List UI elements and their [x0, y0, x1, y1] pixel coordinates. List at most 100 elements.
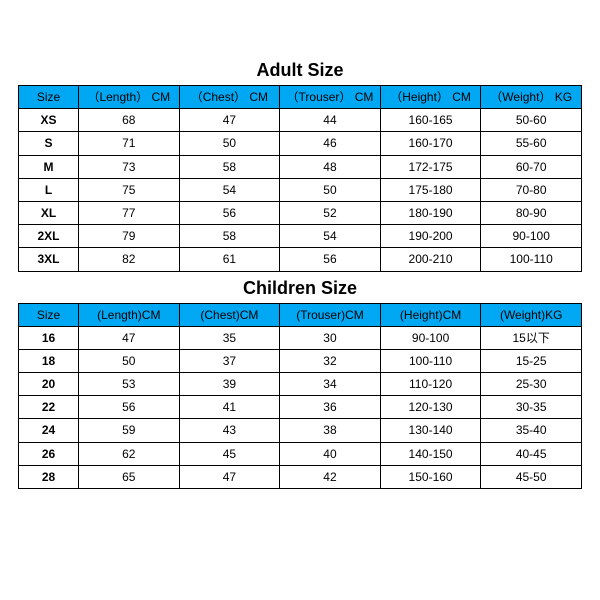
table-cell: 40-45: [481, 442, 582, 465]
table-row: 3XL826156200-210100-110: [19, 248, 582, 271]
col-height: (Height)CM: [380, 303, 481, 326]
table-cell: 65: [79, 465, 180, 488]
children-header-row: Size (Length)CM (Chest)CM (Trouser)CM (H…: [19, 303, 582, 326]
table-cell: 41: [179, 396, 280, 419]
table-cell: 52: [280, 201, 381, 224]
table-cell: 39: [179, 373, 280, 396]
table-cell: 50: [179, 132, 280, 155]
table-cell: 58: [179, 155, 280, 178]
table-cell: 120-130: [380, 396, 481, 419]
col-weight: （Weight） KG: [481, 86, 582, 109]
table-cell: 53: [79, 373, 180, 396]
table-row: 28654742150-16045-50: [19, 465, 582, 488]
col-size: Size: [19, 303, 79, 326]
table-cell: 15以下: [481, 326, 582, 349]
table-cell: 100-110: [380, 349, 481, 372]
table-cell: 15-25: [481, 349, 582, 372]
table-row: 20533934110-12025-30: [19, 373, 582, 396]
table-row: 1647353090-10015以下: [19, 326, 582, 349]
table-row: XS684744160-16550-60: [19, 109, 582, 132]
table-cell: 200-210: [380, 248, 481, 271]
table-row: XL775652180-19080-90: [19, 201, 582, 224]
table-row: M735848172-17560-70: [19, 155, 582, 178]
table-cell: 3XL: [19, 248, 79, 271]
table-cell: 36: [280, 396, 381, 419]
col-length: （Length） CM: [79, 86, 180, 109]
size-chart-container: Adult Size Size （Length） CM （Chest） CM （…: [0, 0, 600, 600]
table-row: 26624540140-15040-45: [19, 442, 582, 465]
table-cell: 160-165: [380, 109, 481, 132]
table-cell: 54: [280, 225, 381, 248]
table-row: L755450175-18070-80: [19, 178, 582, 201]
col-size: Size: [19, 86, 79, 109]
table-cell: 140-150: [380, 442, 481, 465]
table-cell: 44: [280, 109, 381, 132]
table-cell: 73: [79, 155, 180, 178]
children-size-table: Size (Length)CM (Chest)CM (Trouser)CM (H…: [18, 303, 582, 490]
table-cell: XS: [19, 109, 79, 132]
table-cell: 55-60: [481, 132, 582, 155]
table-cell: 82: [79, 248, 180, 271]
table-cell: 56: [280, 248, 381, 271]
table-cell: 79: [79, 225, 180, 248]
table-cell: 25-30: [481, 373, 582, 396]
table-cell: 54: [179, 178, 280, 201]
table-row: 18503732100-11015-25: [19, 349, 582, 372]
table-cell: 42: [280, 465, 381, 488]
table-cell: 18: [19, 349, 79, 372]
table-row: 24594338130-14035-40: [19, 419, 582, 442]
table-cell: 160-170: [380, 132, 481, 155]
table-cell: 80-90: [481, 201, 582, 224]
table-cell: 61: [179, 248, 280, 271]
table-cell: 56: [79, 396, 180, 419]
table-cell: 28: [19, 465, 79, 488]
table-cell: 175-180: [380, 178, 481, 201]
table-cell: 110-120: [380, 373, 481, 396]
table-cell: 47: [179, 109, 280, 132]
table-cell: 90-100: [481, 225, 582, 248]
table-cell: 68: [79, 109, 180, 132]
table-cell: 71: [79, 132, 180, 155]
table-cell: 150-160: [380, 465, 481, 488]
adult-header-row: Size （Length） CM （Chest） CM （Trouser） CM…: [19, 86, 582, 109]
table-cell: 59: [79, 419, 180, 442]
table-cell: 16: [19, 326, 79, 349]
table-cell: 172-175: [380, 155, 481, 178]
table-cell: 50: [280, 178, 381, 201]
children-body: 1647353090-10015以下18503732100-11015-2520…: [19, 326, 582, 488]
table-cell: 130-140: [380, 419, 481, 442]
col-trouser: （Trouser） CM: [280, 86, 381, 109]
table-cell: L: [19, 178, 79, 201]
table-row: S715046160-17055-60: [19, 132, 582, 155]
table-cell: 58: [179, 225, 280, 248]
table-cell: 48: [280, 155, 381, 178]
table-cell: 190-200: [380, 225, 481, 248]
table-cell: 2XL: [19, 225, 79, 248]
table-cell: 75: [79, 178, 180, 201]
table-cell: 62: [79, 442, 180, 465]
table-cell: 100-110: [481, 248, 582, 271]
table-cell: XL: [19, 201, 79, 224]
table-cell: 26: [19, 442, 79, 465]
table-cell: 35: [179, 326, 280, 349]
table-cell: S: [19, 132, 79, 155]
table-cell: 30-35: [481, 396, 582, 419]
table-cell: 38: [280, 419, 381, 442]
table-cell: 47: [79, 326, 180, 349]
table-cell: 35-40: [481, 419, 582, 442]
col-height: （Height） CM: [380, 86, 481, 109]
adult-size-table: Size （Length） CM （Chest） CM （Trouser） CM…: [18, 85, 582, 272]
adult-size-title: Adult Size: [18, 60, 582, 81]
table-cell: 180-190: [380, 201, 481, 224]
col-trouser: (Trouser)CM: [280, 303, 381, 326]
table-row: 22564136120-13030-35: [19, 396, 582, 419]
col-chest: (Chest)CM: [179, 303, 280, 326]
table-cell: 77: [79, 201, 180, 224]
table-cell: 46: [280, 132, 381, 155]
table-cell: 45: [179, 442, 280, 465]
table-cell: 43: [179, 419, 280, 442]
children-size-title: Children Size: [18, 278, 582, 299]
table-cell: 40: [280, 442, 381, 465]
table-cell: 24: [19, 419, 79, 442]
table-cell: 45-50: [481, 465, 582, 488]
